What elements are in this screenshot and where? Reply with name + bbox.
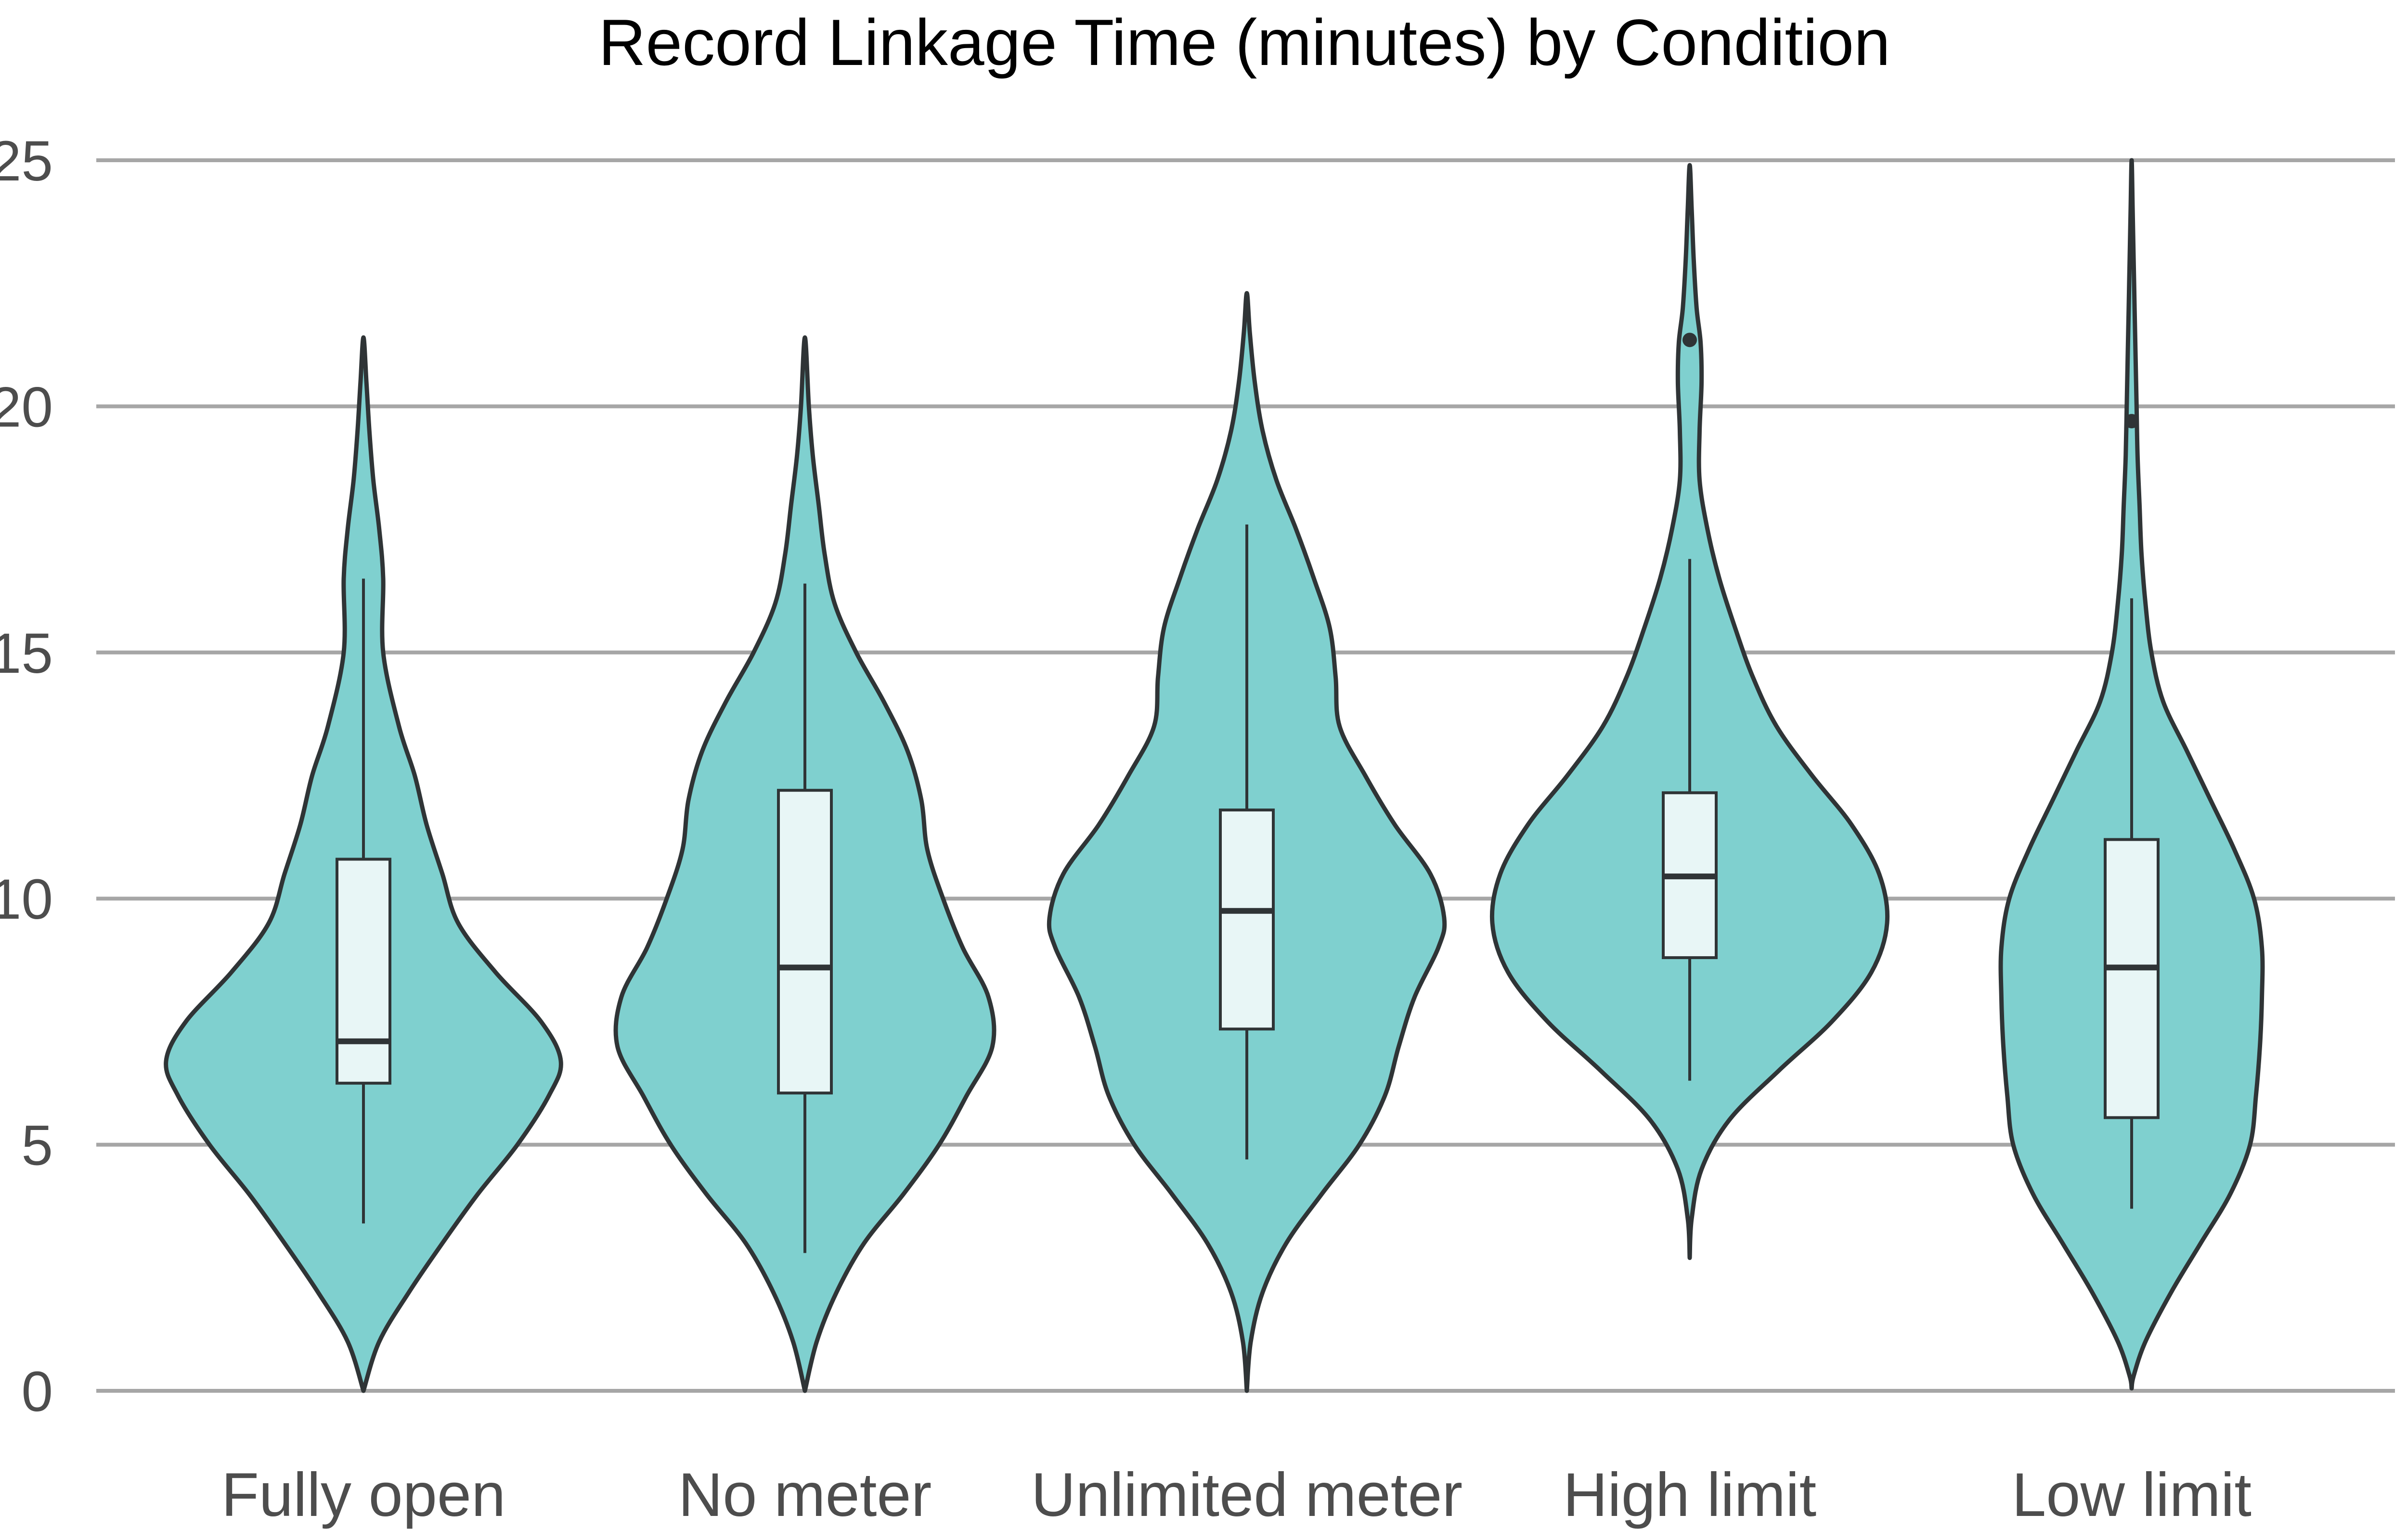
iqr-box xyxy=(1219,808,1275,1031)
violin-group xyxy=(1489,163,1890,1260)
outlier-point xyxy=(1682,333,1697,347)
y-tick-label: 10 xyxy=(0,868,53,931)
iqr-box xyxy=(336,858,391,1085)
x-category-label: Low limit xyxy=(2012,1461,2252,1529)
y-tick-label: 0 xyxy=(21,1360,53,1424)
x-category-label: Unlimited meter xyxy=(1031,1461,1462,1529)
x-category-label: High limit xyxy=(1563,1461,1816,1529)
violins xyxy=(164,158,2265,1393)
x-axis: Fully open No meter Unlimited meter High li… xyxy=(221,1461,2252,1529)
y-tick-label: 25 xyxy=(0,129,53,193)
x-category-label: No meter xyxy=(678,1461,932,1529)
violin-group xyxy=(1998,158,2265,1391)
y-tick-label: 5 xyxy=(21,1114,53,1178)
y-axis: 0 5 10 15 20 25 xyxy=(0,129,53,1424)
iqr-box xyxy=(2104,838,2160,1119)
outlier-point xyxy=(2124,414,2139,429)
violin-group xyxy=(613,335,996,1393)
chart-title: Record Linkage Time (minutes) by Conditi… xyxy=(598,6,1890,79)
violin-group xyxy=(1047,291,1447,1393)
y-tick-label: 15 xyxy=(0,622,53,685)
iqr-box xyxy=(777,789,833,1095)
violin-group xyxy=(164,335,563,1393)
y-tick-label: 20 xyxy=(0,375,53,439)
x-category-label: Fully open xyxy=(221,1461,506,1529)
